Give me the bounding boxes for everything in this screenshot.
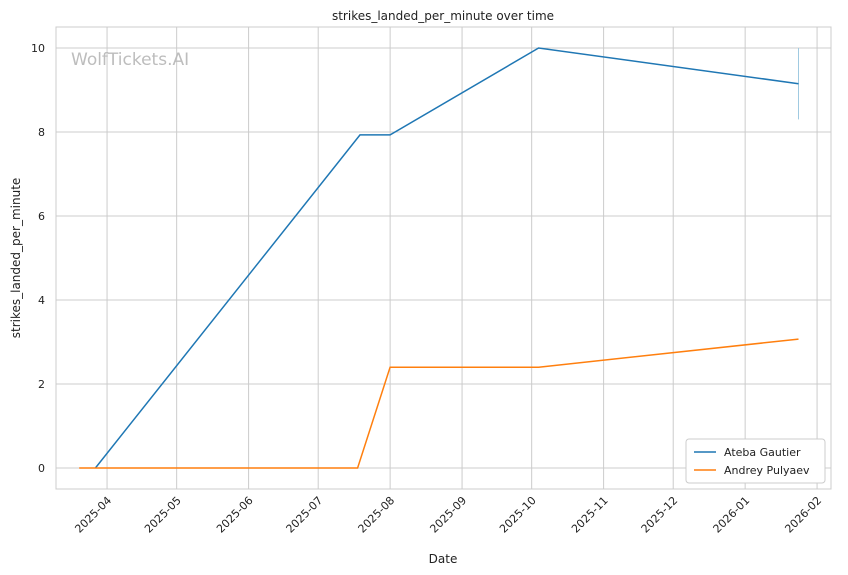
plot-area [55, 26, 832, 490]
x-tick-label: 2025-04 [72, 494, 114, 536]
x-tick-label: 2026-01 [711, 494, 753, 536]
x-axis-label: Date [429, 552, 458, 566]
grid [56, 27, 831, 489]
legend-entry: Andrey Pulyaev [724, 464, 810, 477]
watermark: WolfTickets.AI [71, 50, 189, 70]
chart-title: strikes_landed_per_minute over time [332, 9, 554, 23]
x-tick-label: 2025-09 [427, 494, 469, 536]
y-tick-label: 4 [38, 294, 45, 307]
legend-box [685, 438, 826, 484]
x-tick-label: 2025-10 [497, 494, 539, 536]
x-tick-label: 2025-11 [569, 494, 611, 536]
x-tick-label: 2025-07 [284, 494, 326, 536]
y-tick-label: 0 [38, 462, 45, 475]
y-axis-ticks: 0 2 4 6 8 10 [31, 42, 45, 475]
x-tick-label: 2026-02 [783, 494, 825, 536]
y-tick-label: 6 [38, 210, 45, 223]
x-tick-label: 2025-08 [356, 494, 398, 536]
legend: Ateba Gautier Andrey Pulyaev [685, 438, 826, 484]
x-tick-label: 2025-06 [214, 494, 256, 536]
x-tick-label: 2025-05 [142, 494, 184, 536]
series-line-1 [79, 338, 799, 469]
legend-entry: Ateba Gautier [724, 446, 801, 459]
x-tick-label: 2025-12 [639, 494, 681, 536]
y-tick-label: 8 [38, 126, 45, 139]
series-line-0 [94, 47, 799, 469]
y-axis-label: strikes_landed_per_minute [9, 178, 23, 339]
x-axis-ticks: 2025-04 2025-05 2025-06 2025-07 2025-08 2025-… [72, 494, 824, 536]
y-tick-label: 10 [31, 42, 45, 55]
y-tick-label: 2 [38, 378, 45, 391]
series-lines [79, 47, 800, 469]
